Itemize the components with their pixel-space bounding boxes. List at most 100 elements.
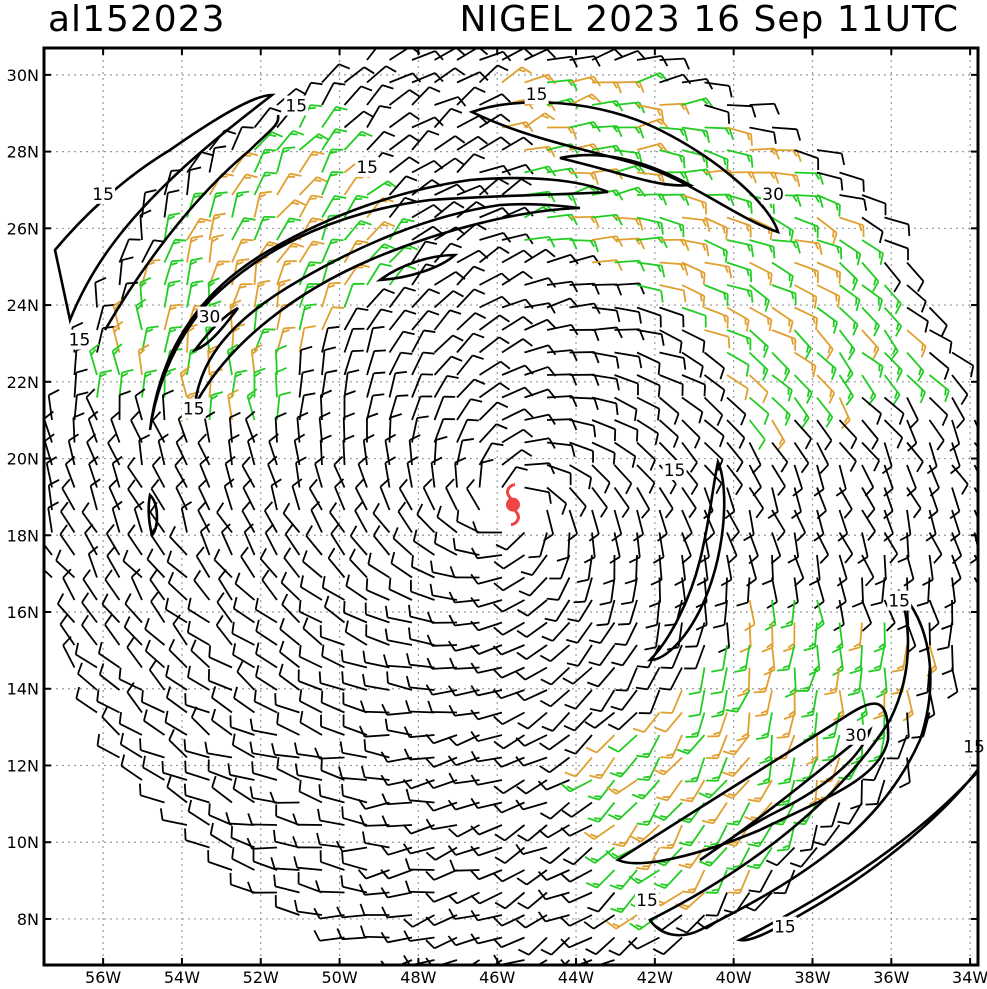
barb-feather <box>372 393 385 397</box>
barb-staff <box>430 462 436 488</box>
barb-feather <box>77 662 83 675</box>
barb-feather <box>792 488 803 497</box>
barb-feather <box>470 398 483 403</box>
wind-barb <box>320 758 345 781</box>
wind-barb <box>402 778 435 790</box>
barb-staff <box>354 510 368 533</box>
barb-staff <box>366 263 381 286</box>
wind-barb <box>298 104 323 128</box>
barb-staff <box>726 351 750 366</box>
barb-staff <box>699 689 706 715</box>
barb-feather <box>245 410 256 420</box>
wind-barb <box>776 712 796 739</box>
wind-contour <box>559 153 695 187</box>
barb-staff <box>433 157 456 174</box>
barb-staff <box>319 819 345 826</box>
barb-staff <box>227 395 233 421</box>
barb-feather <box>872 714 885 720</box>
barb-feather <box>127 479 136 490</box>
wind-barb <box>318 411 331 443</box>
wind-barb <box>365 578 390 601</box>
barb-feather <box>696 579 708 586</box>
wind-barb <box>703 509 716 542</box>
barb-feather <box>429 86 441 93</box>
barb-feather <box>633 187 641 194</box>
barb-staff <box>366 105 381 128</box>
barb-feather <box>837 295 841 308</box>
wind-barb <box>562 666 593 685</box>
barb-staff <box>810 824 818 850</box>
barb-feather <box>339 741 344 754</box>
barb-feather <box>728 891 740 894</box>
wind-barb <box>241 501 256 533</box>
wind-barb <box>366 130 396 151</box>
barb-staff <box>208 861 233 871</box>
barb-staff <box>276 217 291 241</box>
barb-staff <box>126 646 143 669</box>
barb-staff <box>118 260 123 286</box>
barb-staff <box>366 131 385 151</box>
barb-feather <box>207 348 215 355</box>
wind-barb <box>310 500 323 533</box>
barb-feather <box>341 784 344 796</box>
barb-feather <box>88 545 99 555</box>
barb-staff <box>578 599 593 622</box>
wind-barb <box>538 824 570 839</box>
wind-barb <box>681 284 706 308</box>
lat-tick-label: 16N <box>7 603 39 622</box>
barb-staff <box>726 149 752 157</box>
barb-staff <box>298 195 313 218</box>
barb-staff <box>504 891 526 910</box>
wind-barb <box>636 55 669 67</box>
barb-feather <box>470 909 479 921</box>
barb-staff <box>746 577 751 603</box>
barb-feather <box>383 288 395 295</box>
barb-staff <box>746 712 751 738</box>
barb-feather <box>720 389 726 402</box>
wind-barb <box>362 673 390 691</box>
barb-staff <box>771 644 776 670</box>
barb-feather <box>499 382 511 391</box>
wind-barb <box>726 149 754 168</box>
wind-barb <box>906 464 917 497</box>
barb-staff <box>342 794 368 804</box>
contour-label-bg <box>524 84 549 105</box>
barb-feather <box>678 863 691 869</box>
barb-feather <box>827 754 835 759</box>
barb-staff <box>838 644 844 670</box>
barb-feather <box>812 365 817 378</box>
barb-staff <box>615 779 638 795</box>
wind-barb <box>501 48 534 61</box>
barb-feather <box>268 433 279 442</box>
barb-feather <box>276 712 280 724</box>
contour-label-bg <box>887 590 912 611</box>
barb-feather <box>300 345 313 351</box>
barb-staff <box>569 55 595 61</box>
barb-staff <box>631 577 638 603</box>
barb-feather <box>119 390 131 396</box>
barb-staff <box>839 194 865 201</box>
barb-staff <box>816 194 841 206</box>
wind-barb <box>883 599 896 632</box>
wind-barb <box>696 554 709 586</box>
wind-barb <box>470 909 503 922</box>
barb-staff <box>456 184 481 196</box>
barb-staff <box>536 959 548 965</box>
wind-barb <box>588 644 616 667</box>
wind-barb <box>241 456 256 488</box>
barb-staff <box>704 126 730 130</box>
barb-staff <box>501 386 526 399</box>
barb-staff <box>771 487 779 513</box>
barb-feather <box>634 238 641 245</box>
barb-staff <box>501 66 523 84</box>
barb-feather <box>380 308 393 314</box>
barb-feather <box>803 414 808 422</box>
lat-tick-label: 18N <box>7 526 39 545</box>
barb-feather <box>612 125 619 133</box>
barb-staff <box>255 630 278 646</box>
barb-feather <box>851 601 864 608</box>
barb-feather <box>388 577 392 590</box>
barb-feather <box>429 583 434 596</box>
wind-barb <box>681 869 706 894</box>
wind-barb <box>635 847 661 871</box>
